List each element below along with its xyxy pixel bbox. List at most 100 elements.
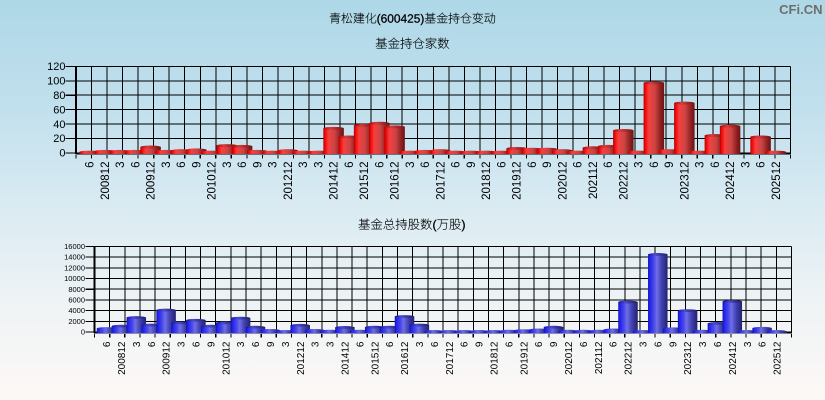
- svg-text:10000: 10000: [64, 274, 85, 283]
- svg-text:120: 120: [47, 61, 65, 73]
- svg-text:202112: 202112: [594, 341, 605, 374]
- svg-text:6: 6: [603, 162, 615, 168]
- svg-text:202112: 202112: [588, 162, 600, 200]
- svg-text:6: 6: [758, 341, 769, 347]
- svg-text:201012: 201012: [207, 162, 219, 200]
- svg-text:6: 6: [653, 341, 664, 347]
- svg-text:201612: 201612: [400, 341, 411, 375]
- svg-text:201212: 201212: [296, 341, 307, 375]
- svg-text:201912: 201912: [519, 341, 530, 375]
- svg-text:CFi.CN: CFi.CN: [779, 2, 822, 17]
- svg-text:3: 3: [634, 162, 646, 168]
- svg-text:6: 6: [430, 341, 441, 347]
- svg-text:202412: 202412: [728, 341, 739, 375]
- svg-text:6000: 6000: [68, 296, 85, 305]
- svg-text:202512: 202512: [773, 341, 784, 375]
- svg-text:201412: 201412: [341, 341, 352, 375]
- svg-text:3: 3: [415, 341, 426, 347]
- svg-text:3: 3: [268, 162, 280, 168]
- svg-text:8000: 8000: [68, 285, 85, 294]
- svg-text:6: 6: [534, 341, 545, 347]
- svg-text:6: 6: [375, 162, 387, 168]
- svg-text:202012: 202012: [558, 162, 570, 200]
- svg-text:3: 3: [177, 341, 188, 347]
- svg-text:201512: 201512: [359, 162, 371, 200]
- svg-text:3: 3: [132, 341, 143, 347]
- svg-text:6: 6: [460, 341, 471, 347]
- svg-text:3: 3: [326, 341, 337, 347]
- svg-text:0: 0: [59, 148, 65, 160]
- svg-text:6: 6: [251, 341, 262, 347]
- svg-text:6: 6: [609, 341, 620, 347]
- svg-text:202312: 202312: [683, 341, 694, 375]
- svg-text:200912: 200912: [146, 162, 158, 200]
- svg-text:201512: 201512: [370, 341, 381, 375]
- svg-text:0: 0: [81, 328, 85, 337]
- svg-text:3: 3: [695, 162, 707, 168]
- svg-text:2000: 2000: [68, 317, 85, 326]
- svg-text:201412: 201412: [329, 162, 341, 200]
- svg-text:3: 3: [314, 162, 326, 168]
- svg-text:201712: 201712: [436, 162, 448, 200]
- svg-text:3: 3: [743, 341, 754, 347]
- svg-text:200812: 200812: [117, 341, 128, 375]
- svg-text:6: 6: [527, 162, 539, 168]
- svg-text:6: 6: [176, 162, 188, 168]
- svg-text:6: 6: [192, 341, 203, 347]
- svg-text:6: 6: [85, 162, 97, 168]
- svg-text:3: 3: [405, 162, 417, 168]
- svg-text:6: 6: [147, 341, 158, 347]
- svg-text:3: 3: [298, 162, 310, 168]
- svg-text:202312: 202312: [680, 162, 692, 200]
- svg-text:6: 6: [573, 162, 585, 168]
- svg-text:3: 3: [698, 341, 709, 347]
- svg-text:20: 20: [53, 133, 65, 145]
- svg-text:100: 100: [47, 76, 65, 88]
- svg-text:202212: 202212: [624, 341, 635, 375]
- svg-text:40: 40: [53, 119, 65, 131]
- svg-text:6: 6: [344, 162, 356, 168]
- svg-text:3: 3: [311, 341, 322, 347]
- svg-text:12000: 12000: [64, 263, 85, 272]
- svg-text:80: 80: [53, 90, 65, 102]
- svg-text:201712: 201712: [445, 341, 456, 375]
- svg-text:6: 6: [649, 162, 661, 168]
- svg-text:9: 9: [542, 162, 554, 168]
- svg-text:200812: 200812: [100, 162, 112, 200]
- svg-text:6: 6: [420, 162, 432, 168]
- svg-text:9: 9: [253, 162, 265, 168]
- svg-text:6: 6: [713, 341, 724, 347]
- svg-text:9: 9: [466, 162, 478, 168]
- svg-text:3: 3: [236, 341, 247, 347]
- svg-text:202412: 202412: [725, 162, 737, 200]
- svg-text:6: 6: [102, 341, 113, 347]
- svg-text:202512: 202512: [771, 162, 783, 200]
- svg-text:3: 3: [222, 162, 234, 168]
- svg-text:6: 6: [710, 162, 722, 168]
- svg-text:3: 3: [281, 341, 292, 347]
- svg-text:6: 6: [355, 341, 366, 347]
- svg-text:201212: 201212: [283, 162, 295, 200]
- svg-text:9: 9: [664, 162, 676, 168]
- svg-text:201912: 201912: [512, 162, 524, 200]
- svg-text:6: 6: [497, 162, 509, 168]
- svg-text:3: 3: [115, 162, 127, 168]
- svg-text:3: 3: [639, 341, 650, 347]
- svg-text:3: 3: [741, 162, 753, 168]
- svg-text:201812: 201812: [481, 162, 493, 200]
- svg-text:201612: 201612: [390, 162, 402, 200]
- svg-text:6: 6: [385, 341, 396, 347]
- svg-text:9: 9: [549, 341, 560, 347]
- svg-text:201012: 201012: [221, 341, 232, 375]
- svg-text:60: 60: [53, 105, 65, 117]
- svg-text:201812: 201812: [490, 341, 501, 375]
- svg-text:9: 9: [206, 341, 217, 347]
- svg-text:3: 3: [161, 162, 173, 168]
- svg-text:9: 9: [668, 341, 679, 347]
- svg-text:200912: 200912: [162, 341, 173, 375]
- svg-text:202212: 202212: [619, 162, 631, 200]
- svg-text:6: 6: [451, 162, 463, 168]
- svg-text:14000: 14000: [64, 253, 85, 262]
- svg-text:4000: 4000: [68, 306, 85, 315]
- svg-text:6: 6: [237, 162, 249, 168]
